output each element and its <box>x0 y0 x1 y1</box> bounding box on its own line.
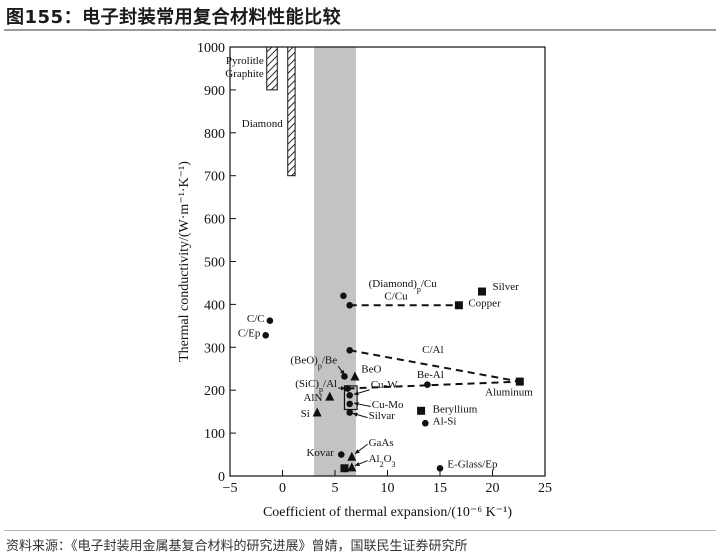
title-divider <box>4 29 716 31</box>
y-axis-title: Thermal conductivity/(W·m⁻¹·K⁻¹) <box>177 161 192 362</box>
x-tick-label: 15 <box>433 481 447 496</box>
hatched-bar-graphite <box>266 46 278 91</box>
leader-beo-be-head <box>340 369 345 375</box>
label-c-al: C/Al <box>422 344 443 356</box>
y-tick-label: 600 <box>204 213 225 228</box>
point-c-ep <box>262 331 270 339</box>
y-tick-label: 800 <box>204 127 225 142</box>
source-note: 资料来源：《电子封装用金属基复合材料的研究进展》曾婧，国联民生证券研究所 <box>6 539 468 554</box>
leader-gaas-head <box>354 449 360 454</box>
label-c-c: C/C <box>247 313 265 325</box>
label-sic-p-al: (SiC)p/Al <box>295 378 337 394</box>
label-silver: Silver <box>493 281 520 293</box>
point-gaas <box>347 451 357 461</box>
label-silvar: Silvar <box>369 410 396 422</box>
label-cu-mo: Cu-Mo <box>372 399 404 411</box>
y-tick-label: 500 <box>204 256 225 271</box>
point-beo <box>350 371 360 381</box>
label-copper: Copper <box>468 298 501 310</box>
point-diamond-p-cu <box>340 292 347 300</box>
y-tick-label: 1000 <box>197 41 225 56</box>
hatched-bar-diamond <box>287 46 296 177</box>
dashed-line-2 <box>347 380 520 390</box>
point-e-glass-ep <box>436 464 444 472</box>
point-kovar <box>338 451 345 458</box>
x-tick-label: −5 <box>223 481 238 496</box>
label-gaas: GaAs <box>369 437 394 449</box>
x-tick-label: 20 <box>486 481 500 496</box>
label-al-si: Al-Si <box>433 416 457 428</box>
figure-title: 图155：电子封装常用复合材料性能比较 <box>6 7 342 28</box>
y-tick-label: 100 <box>204 427 225 442</box>
label-diamond-bar: Diamond <box>242 118 283 130</box>
leader-al2o3-head <box>354 461 360 467</box>
label-al2o3: Al2O3 <box>369 453 396 469</box>
leader-silvar-head <box>352 412 358 417</box>
point-cu-mo <box>346 400 354 408</box>
label-pyrolitle: Pyrolitle <box>226 55 264 67</box>
x-tick-label: 5 <box>332 481 339 496</box>
leader-cu-mo-head <box>353 401 359 407</box>
dashed-line-1 <box>349 349 520 383</box>
point-al2o3 <box>347 462 357 472</box>
point-beo-p-be <box>341 373 348 380</box>
label-cu-w: Cu-W <box>371 379 399 391</box>
x-tick-label: 0 <box>279 481 286 496</box>
label-aln: AlN <box>303 392 322 404</box>
label-be-al: Be-Al <box>417 369 444 381</box>
point-aluminum <box>515 377 524 386</box>
label-si: Si <box>301 408 310 420</box>
leader-cu-w-head <box>353 391 359 396</box>
x-tick-label: 10 <box>381 481 395 496</box>
point-c-cu <box>346 301 354 309</box>
leader-sic-al-head <box>340 386 346 391</box>
point-be-al <box>424 381 431 388</box>
label-e-glass-ep: E-Glass/Ep <box>447 458 498 470</box>
y-tick-label: 900 <box>204 84 225 99</box>
point-c-c <box>266 317 274 325</box>
y-tick-label: 0 <box>218 470 225 485</box>
point-al-si <box>422 419 429 427</box>
point-aln <box>325 391 335 401</box>
point-kovar-base <box>340 464 349 473</box>
point-silvar <box>346 409 354 416</box>
point-silver <box>478 287 486 296</box>
point-beryllium <box>417 406 426 415</box>
label-c-ep: C/Ep <box>238 328 261 340</box>
y-tick-label: 700 <box>204 170 225 185</box>
label-graphite: Graphite <box>225 68 264 80</box>
label-c-cu: C/Cu <box>384 290 408 302</box>
x-axis-title: Coefficient of thermal expansion/(10⁻⁶ K… <box>263 505 512 520</box>
label-kovar: Kovar <box>306 447 334 459</box>
y-tick-label: 400 <box>204 298 225 313</box>
label-aluminum: Aluminum <box>485 386 533 398</box>
point-sic-p-al <box>344 385 351 392</box>
point-si <box>312 407 322 417</box>
point-cu-w <box>346 392 354 399</box>
y-tick-label: 300 <box>204 341 225 356</box>
footer-divider <box>4 530 716 531</box>
point-c-al <box>346 347 354 354</box>
y-tick-label: 200 <box>204 384 225 399</box>
label-beo: BeO <box>361 364 381 376</box>
label-beryllium: Beryllium <box>433 404 478 416</box>
label-diamond-p-cu: (Diamond)p/Cu <box>369 278 438 294</box>
label-beo-p-be: (BeO)p/Be <box>290 355 337 371</box>
x-tick-label: 25 <box>538 481 552 496</box>
point-copper <box>454 301 463 310</box>
